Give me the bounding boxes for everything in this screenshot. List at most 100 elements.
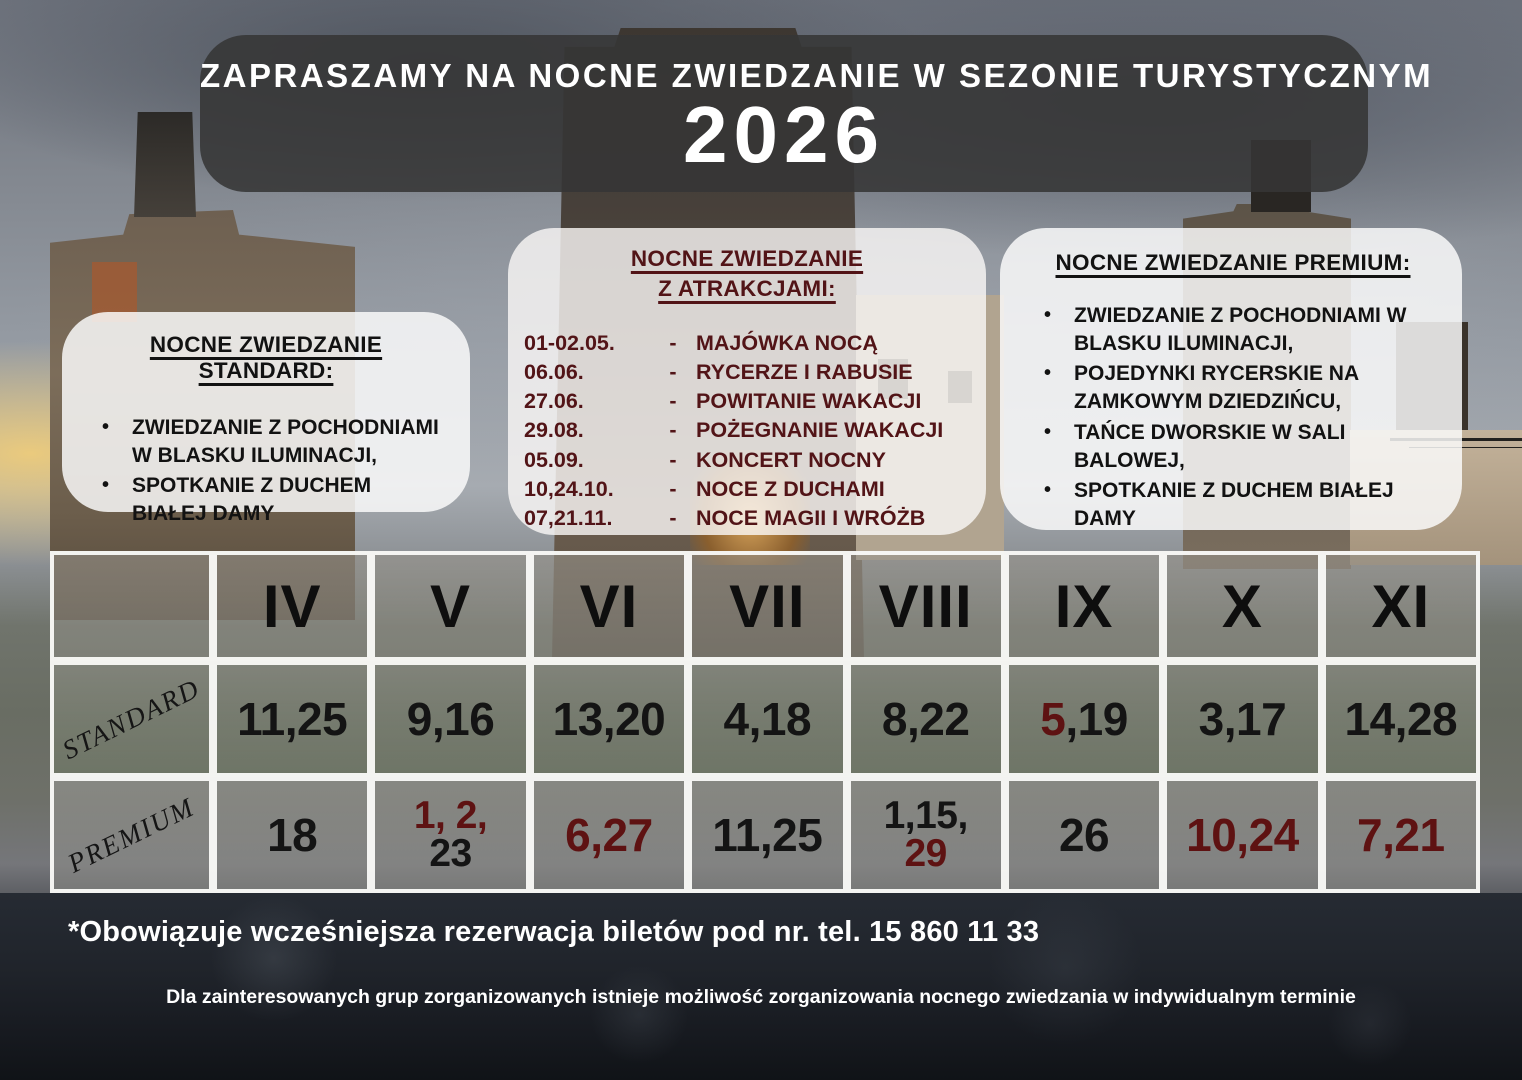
calendar-cell-premium-x: 10,24 <box>1163 777 1322 893</box>
calendar-cell-standard-vi: 13,20 <box>529 661 689 777</box>
premium-box: NOCNE ZWIEDZANIE PREMIUM: ZWIEDZANIE Z P… <box>1000 228 1462 530</box>
month-header-vi: VI <box>529 551 689 661</box>
month-header-vii: VII <box>688 551 847 661</box>
header-banner: ZAPRASZAMY NA NOCNE ZWIEDZANIE W SEZONIE… <box>200 35 1434 192</box>
event-date: 27.06. <box>524 389 584 414</box>
date-value: 18 <box>267 809 318 861</box>
calendar-cell-standard-x: 3,17 <box>1163 661 1322 777</box>
date-value: 8,22 <box>881 693 970 745</box>
attractions-box-title: NOCNE ZWIEDZANIE Z ATRAKCJAMI: <box>524 244 970 305</box>
date-value: 23 <box>429 832 472 875</box>
event-dash: - <box>669 447 677 472</box>
attractions-list: 01-02.05. - MAJÓWKA NOCĄ 06.06. - RYCERZE I R… <box>524 329 970 534</box>
calendar-corner-cell <box>50 551 213 661</box>
date-value: 13,20 <box>552 693 666 745</box>
attractions-title-line1: NOCNE ZWIEDZANIE <box>630 246 864 271</box>
date-value: 6,27 <box>565 809 653 861</box>
bullet-item: TAŃCE DWORSKIE W SALI BALOWEJ, <box>1030 419 1436 474</box>
month-header-x: X <box>1163 551 1322 661</box>
row-label-standard: STANDARD <box>50 661 213 777</box>
event-row: 29.08. - POŻEGNANIE WAKACJI <box>524 416 970 445</box>
month-header-v: V <box>371 551 530 661</box>
group-note: Dla zainteresowanych grup zorganizowanyc… <box>166 986 1356 1008</box>
month-header-iv: IV <box>213 551 372 661</box>
date-value: 5 <box>1040 693 1066 745</box>
event-row: 10,24.10. - NOCE Z DUCHAMI <box>524 475 970 504</box>
bullet-item: ZWIEDZANIE Z POCHODNIAMI W BLASKU ILUMIN… <box>1030 302 1436 357</box>
event-date: 10,24.10. <box>524 476 614 501</box>
event-name: POWITANIE WAKACJI <box>696 389 922 414</box>
event-date: 01-02.05. <box>524 330 615 355</box>
date-value: 14,28 <box>1344 693 1458 745</box>
reservation-note: *Obowiązuje wcześniejsza rezerwacja bile… <box>68 916 1040 948</box>
event-dash: - <box>669 359 677 384</box>
calendar-cell-premium-xi: 7,21 <box>1321 777 1480 893</box>
calendar-cell-premium-viii: 1,15, 29 <box>846 777 1005 893</box>
month-header-viii: VIII <box>846 551 1005 661</box>
calendar-cell-standard-iv: 11,25 <box>213 661 372 777</box>
bg-ground <box>0 893 1522 1080</box>
calendar-cell-standard-vii: 4,18 <box>688 661 847 777</box>
event-name: KONCERT NOCNY <box>696 447 886 472</box>
bullet-item: SPOTKANIE Z DUCHEM BIAŁEJ DAMY <box>1030 477 1436 532</box>
date-value: 10,24 <box>1186 809 1299 861</box>
calendar-cell-premium-ix: 26 <box>1004 777 1164 893</box>
bullet-item: ZWIEDZANIE Z POCHODNIAMI W BLASKU ILUMIN… <box>88 414 444 469</box>
bullet-item: POJEDYNKI RYCERSKIE NA ZAMKOWYM DZIEDZIŃ… <box>1030 360 1436 415</box>
row-label-premium: PREMIUM <box>50 777 213 893</box>
event-row: 01-02.05. - MAJÓWKA NOCĄ <box>524 329 970 358</box>
month-header-ix: IX <box>1004 551 1164 661</box>
bullet-item: SPOTKANIE Z DUCHEM BIAŁEJ DAMY <box>88 472 444 527</box>
standard-box-title: NOCNE ZWIEDZANIE STANDARD: <box>149 332 383 383</box>
header-year: 2026 <box>683 90 885 179</box>
date-value: 29 <box>904 832 947 875</box>
event-dash: - <box>669 506 677 531</box>
calendar-cell-standard-ix: 5,19 <box>1004 661 1164 777</box>
event-row: 05.09. - KONCERT NOCNY <box>524 446 970 475</box>
event-name: POŻEGNANIE WAKACJI <box>696 418 944 443</box>
month-header-xi: XI <box>1321 551 1480 661</box>
calendar-cell-premium-v: 1, 2, 23 <box>371 777 530 893</box>
event-date: 29.08. <box>524 418 584 443</box>
bg-chimney-left <box>134 112 196 217</box>
calendar-cell-standard-v: 9,16 <box>371 661 530 777</box>
date-value: 11,25 <box>712 809 823 861</box>
event-date: 06.06. <box>524 359 584 384</box>
event-row: 27.06. - POWITANIE WAKACJI <box>524 387 970 416</box>
date-value: 26 <box>1058 809 1110 861</box>
header-title: ZAPRASZAMY NA NOCNE ZWIEDZANIE W SEZONIE… <box>200 57 1434 94</box>
event-date: 07,21.11. <box>524 506 613 531</box>
calendar-cell-premium-iv: 18 <box>213 777 372 893</box>
standard-list: ZWIEDZANIE Z POCHODNIAMI W BLASKU ILUMIN… <box>88 414 444 528</box>
event-name: RYCERZE I RABUSIE <box>696 359 913 384</box>
event-dash: - <box>669 418 677 443</box>
event-row: 07,21.11. - NOCE MAGII I WRÓŻB <box>524 504 970 533</box>
row-label-text: STANDARD <box>57 672 205 765</box>
row-label-text: PREMIUM <box>63 791 200 879</box>
date-value: 1, 2, <box>413 793 488 837</box>
attractions-box: NOCNE ZWIEDZANIE Z ATRAKCJAMI: 01-02.05.… <box>508 228 986 535</box>
event-name: MAJÓWKA NOCĄ <box>696 330 878 355</box>
event-name: NOCE MAGII I WRÓŻB <box>696 506 926 531</box>
date-value: 4,18 <box>723 693 812 745</box>
event-name: NOCE Z DUCHAMI <box>696 476 885 501</box>
premium-box-title: NOCNE ZWIEDZANIE PREMIUM: <box>1055 250 1411 275</box>
attractions-title-line2: Z ATRAKCJAMI: <box>658 276 836 302</box>
event-dash: - <box>669 476 677 501</box>
date-value: 3,17 <box>1198 693 1287 745</box>
calendar-cell-standard-xi: 14,28 <box>1321 661 1480 777</box>
calendar-cell-standard-viii: 8,22 <box>846 661 1005 777</box>
calendar-cell-premium-vi: 6,27 <box>529 777 689 893</box>
date-value: 1,15, <box>883 793 969 837</box>
event-row: 06.06. - RYCERZE I RABUSIE <box>524 358 970 387</box>
date-value: 9,16 <box>406 693 495 745</box>
date-value: 7,21 <box>1357 809 1445 861</box>
standard-box: NOCNE ZWIEDZANIE STANDARD: ZWIEDZANIE Z … <box>62 312 470 525</box>
calendar-table: IV V VI VII VIII IX X XI STANDARD 11,25 9,16 13,20 4… <box>50 551 1480 893</box>
date-value: 11,25 <box>237 693 348 745</box>
event-dash: - <box>669 330 677 355</box>
event-date: 05.09. <box>524 447 584 472</box>
event-dash: - <box>669 389 677 414</box>
premium-list: ZWIEDZANIE Z POCHODNIAMI W BLASKU ILUMIN… <box>1030 302 1436 533</box>
date-value: ,19 <box>1065 693 1128 745</box>
